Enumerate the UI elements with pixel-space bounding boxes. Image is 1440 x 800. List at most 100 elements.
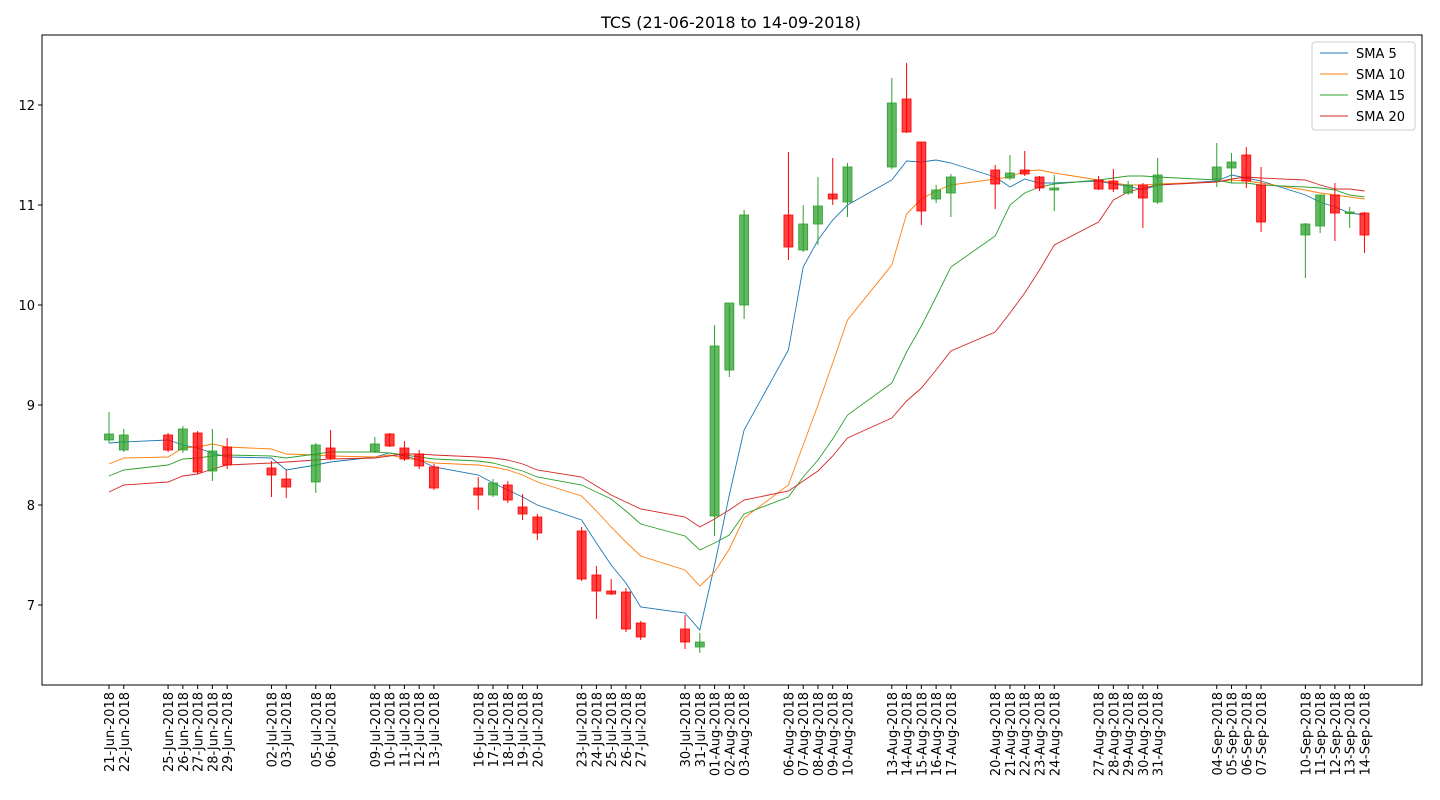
candle xyxy=(635,621,646,640)
candle xyxy=(104,412,114,443)
candle xyxy=(517,494,528,520)
x-tick-label: 17-Jul-2018 xyxy=(487,692,502,767)
x-tick-label: 01-Aug-2018 xyxy=(709,692,724,776)
candle-body-down xyxy=(576,530,587,580)
candle-body-up xyxy=(1005,172,1015,179)
x-tick-label: 10-Aug-2018 xyxy=(842,692,857,776)
candle-body-down xyxy=(1359,212,1370,236)
candle-body-down xyxy=(517,506,528,515)
x-tick-label: 04-Sep-2018 xyxy=(1211,692,1226,776)
x-tick-label: 02-Aug-2018 xyxy=(723,692,738,776)
x-tick-label: 26-Jul-2018 xyxy=(620,692,635,767)
candle-body-down xyxy=(606,590,617,595)
candle xyxy=(680,615,690,649)
x-tick-label: 11-Sep-2018 xyxy=(1314,692,1329,776)
candle xyxy=(399,441,410,461)
candle xyxy=(1315,194,1326,233)
x-tick-label: 11-Jul-2018 xyxy=(398,692,413,767)
candle xyxy=(1152,158,1163,204)
x-tick-label: 17-Aug-2018 xyxy=(945,692,960,776)
x-tick-label: 10-Sep-2018 xyxy=(1299,692,1314,776)
legend-label: SMA 15 xyxy=(1356,89,1405,104)
candle-body-down xyxy=(163,434,173,451)
candle xyxy=(1005,155,1015,180)
candle-body-up xyxy=(931,189,942,200)
candle-body-down xyxy=(222,446,233,466)
x-tick-label: 27-Jul-2018 xyxy=(635,692,650,767)
candle xyxy=(901,63,912,133)
x-tick-label: 13-Aug-2018 xyxy=(886,692,901,776)
x-tick-label: 28-Jun-2018 xyxy=(206,692,221,772)
candle-body-down xyxy=(384,433,395,447)
candle xyxy=(310,443,321,493)
sma-line-sma-10 xyxy=(108,169,1365,587)
candle-body-up xyxy=(813,205,823,225)
x-tick-label: 25-Jul-2018 xyxy=(605,692,620,767)
candle xyxy=(739,210,750,319)
legend-label: SMA 10 xyxy=(1356,68,1405,83)
x-tick-label: 30-Aug-2018 xyxy=(1137,692,1152,776)
candle-body-up xyxy=(1344,211,1355,214)
x-tick-label: 31-Jul-2018 xyxy=(694,692,709,767)
x-tick-label: 27-Jun-2018 xyxy=(192,692,207,772)
chart-title: TCS (21-06-2018 to 14-09-2018) xyxy=(600,13,861,32)
candle-body-up xyxy=(709,345,720,517)
candle-body-up xyxy=(945,176,956,194)
x-tick-label: 13-Jul-2018 xyxy=(428,692,443,767)
candle-body-up xyxy=(488,482,498,496)
candle xyxy=(118,429,129,452)
x-tick-label: 22-Aug-2018 xyxy=(1019,692,1034,776)
y-axis: 7 8 9 10 11 12 xyxy=(18,99,42,614)
candle-body-down xyxy=(1093,179,1104,190)
y-tick-label: 7 xyxy=(27,599,35,614)
candle-body-up xyxy=(104,433,114,441)
candle xyxy=(621,588,631,632)
x-tick-label: 03-Aug-2018 xyxy=(738,692,753,776)
candle-body-up xyxy=(207,450,218,472)
candle xyxy=(1108,169,1119,192)
x-tick-label: 21-Jun-2018 xyxy=(103,692,118,772)
legend-label: SMA 20 xyxy=(1356,110,1405,125)
candle xyxy=(886,78,897,169)
candle xyxy=(532,514,543,540)
x-tick-label: 22-Jun-2018 xyxy=(118,692,133,772)
y-tick-label: 8 xyxy=(27,499,35,514)
candle xyxy=(798,205,809,252)
x-tick-label: 06-Jul-2018 xyxy=(325,692,340,767)
candle-body-down xyxy=(827,193,838,200)
candle-body-down xyxy=(1034,176,1045,189)
candle xyxy=(990,165,1001,209)
candle xyxy=(931,185,942,203)
candle xyxy=(1049,175,1060,211)
x-tick-label: 08-Aug-2018 xyxy=(812,692,827,776)
x-tick-label: 24-Aug-2018 xyxy=(1048,692,1063,776)
candle-body-down xyxy=(532,516,543,534)
candle xyxy=(1019,151,1030,176)
candle xyxy=(724,302,735,377)
x-tick-label: 14-Aug-2018 xyxy=(901,692,916,776)
candle xyxy=(1138,183,1148,228)
candle xyxy=(1093,176,1104,190)
candle xyxy=(1034,176,1045,191)
x-tick-label: 25-Jun-2018 xyxy=(162,692,177,772)
candle-body-up xyxy=(1049,187,1060,191)
candle-body-up xyxy=(1315,194,1326,227)
x-tick-label: 18-Jul-2018 xyxy=(502,692,517,767)
x-tick-label: 16-Aug-2018 xyxy=(930,692,945,776)
candle-body-up xyxy=(886,102,897,168)
candle xyxy=(783,152,794,260)
sma-line-sma-5 xyxy=(108,159,1365,631)
candle-body-down xyxy=(473,487,484,496)
candle xyxy=(414,450,425,469)
candle xyxy=(694,633,705,653)
x-tick-label: 09-Aug-2018 xyxy=(827,692,842,776)
x-tick-label: 27-Aug-2018 xyxy=(1093,692,1108,776)
candle xyxy=(177,426,188,453)
candle xyxy=(502,481,513,503)
candle-body-down xyxy=(1138,184,1148,199)
sma-line-sma-20 xyxy=(108,176,1365,528)
x-tick-label: 05-Sep-2018 xyxy=(1226,692,1241,776)
candle xyxy=(945,174,956,217)
candle-body-up xyxy=(310,444,321,483)
candle-body-down xyxy=(990,169,1001,185)
